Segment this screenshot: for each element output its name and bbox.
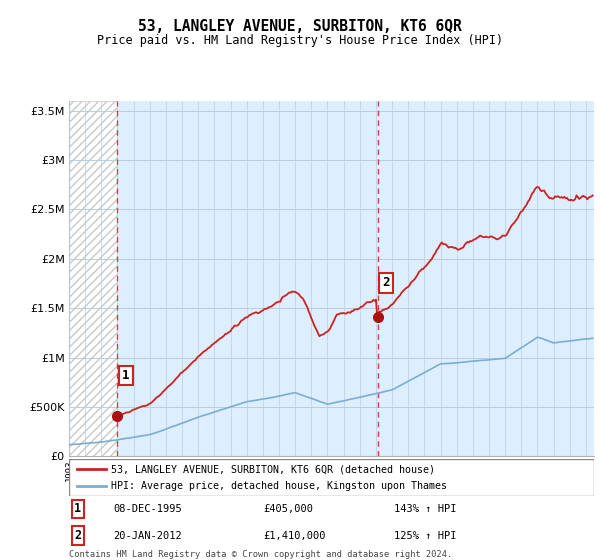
Text: 2: 2 (74, 529, 82, 542)
Text: Contains HM Land Registry data © Crown copyright and database right 2024.
This d: Contains HM Land Registry data © Crown c… (69, 550, 452, 560)
Text: Price paid vs. HM Land Registry's House Price Index (HPI): Price paid vs. HM Land Registry's House … (97, 34, 503, 47)
Text: £405,000: £405,000 (263, 504, 313, 514)
Text: 08-DEC-1995: 08-DEC-1995 (113, 504, 182, 514)
Text: 53, LANGLEY AVENUE, SURBITON, KT6 6QR: 53, LANGLEY AVENUE, SURBITON, KT6 6QR (138, 20, 462, 34)
Text: 20-JAN-2012: 20-JAN-2012 (113, 530, 182, 540)
Text: HPI: Average price, detached house, Kingston upon Thames: HPI: Average price, detached house, King… (111, 481, 447, 491)
Text: 1: 1 (122, 369, 130, 382)
Text: 53, LANGLEY AVENUE, SURBITON, KT6 6QR (detached house): 53, LANGLEY AVENUE, SURBITON, KT6 6QR (d… (111, 464, 435, 474)
FancyBboxPatch shape (69, 459, 594, 496)
Text: 125% ↑ HPI: 125% ↑ HPI (395, 530, 457, 540)
Text: 143% ↑ HPI: 143% ↑ HPI (395, 504, 457, 514)
Text: 1: 1 (74, 502, 82, 515)
Text: 2: 2 (382, 277, 390, 290)
Text: £1,410,000: £1,410,000 (263, 530, 326, 540)
